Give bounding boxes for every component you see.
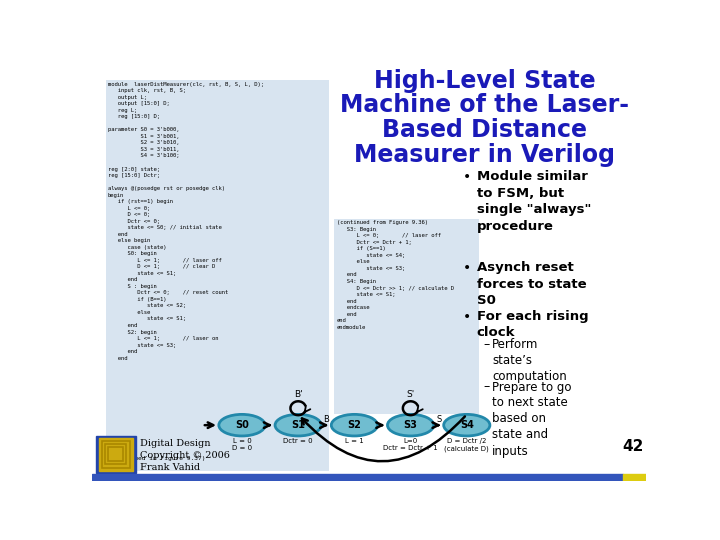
- Text: Asynch reset
forces to state
S0: Asynch reset forces to state S0: [477, 261, 586, 307]
- Text: L=0
Dctr = Dctr + 1: L=0 Dctr = Dctr + 1: [383, 438, 438, 451]
- Bar: [92, 475, 623, 481]
- Text: Dctr = 0: Dctr = 0: [284, 438, 313, 444]
- Text: Prepare to go
to next state
based on
state and
inputs: Prepare to go to next state based on sta…: [492, 381, 572, 457]
- Text: module  laserDistMeasurer(clc, rst, B, S, L, D);
   input clk, rst, B, S;
   out: module laserDistMeasurer(clc, rst, B, S,…: [108, 82, 264, 361]
- Text: (continued in Figure 9.37): (continued in Figure 9.37): [108, 456, 205, 461]
- Text: Machine of the Laser-: Machine of the Laser-: [340, 93, 629, 117]
- Text: Measurer in Verilog: Measurer in Verilog: [354, 143, 615, 166]
- Text: S: S: [436, 415, 441, 423]
- Text: S3: S3: [404, 420, 418, 430]
- Ellipse shape: [387, 414, 433, 436]
- Text: (continued from Figure 9.36)
   S3: Begin
      L <= 0;       // laser off
     : (continued from Figure 9.36) S3: Begin L…: [337, 220, 454, 329]
- Text: •: •: [462, 170, 471, 184]
- Text: S0: S0: [235, 420, 249, 430]
- FancyArrowPatch shape: [302, 416, 465, 461]
- Text: Module similar
to FSM, but
single "always"
procedure: Module similar to FSM, but single "alway…: [477, 170, 591, 233]
- Text: S': S': [407, 390, 415, 399]
- Text: –: –: [483, 338, 489, 351]
- Text: Digital Design
Copyright © 2006
Frank Vahid: Digital Design Copyright © 2006 Frank Va…: [140, 439, 230, 472]
- Text: L = 0
D = 0: L = 0 D = 0: [232, 438, 252, 451]
- Text: S1: S1: [291, 420, 305, 430]
- Bar: [106, 80, 329, 471]
- Ellipse shape: [444, 414, 490, 436]
- Text: 42: 42: [622, 439, 644, 454]
- Text: Based Distance: Based Distance: [382, 118, 587, 142]
- Text: D = Dctr /2
(calculate D): D = Dctr /2 (calculate D): [444, 438, 489, 452]
- Text: •: •: [462, 309, 471, 323]
- Text: B': B': [294, 390, 302, 399]
- Ellipse shape: [275, 414, 321, 436]
- Text: •: •: [462, 261, 471, 275]
- Text: High-Level State: High-Level State: [374, 69, 595, 93]
- Text: For each rising
clock: For each rising clock: [477, 309, 588, 339]
- Ellipse shape: [219, 414, 265, 436]
- Text: B: B: [323, 415, 329, 423]
- Text: –: –: [483, 381, 489, 394]
- Bar: [102, 441, 130, 468]
- Bar: [105, 444, 127, 464]
- Ellipse shape: [331, 414, 377, 436]
- Bar: [108, 448, 123, 461]
- Bar: [96, 436, 135, 473]
- Bar: [623, 475, 647, 481]
- Text: S4: S4: [460, 420, 474, 430]
- Text: L = 1: L = 1: [345, 438, 364, 444]
- Bar: [334, 219, 479, 414]
- Text: Perform
state’s
computation: Perform state’s computation: [492, 338, 567, 383]
- Text: S2: S2: [348, 420, 361, 430]
- Bar: [99, 438, 132, 470]
